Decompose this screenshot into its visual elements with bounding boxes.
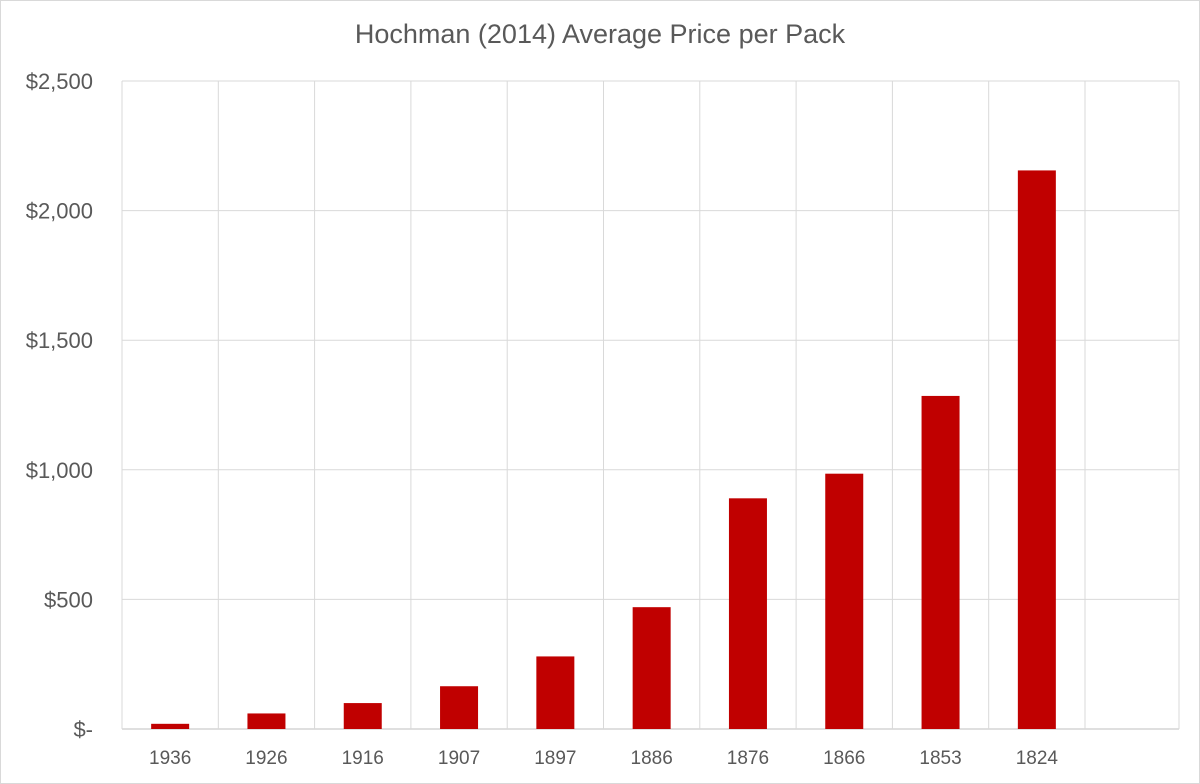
x-tick-label: 1886 xyxy=(631,748,673,769)
x-tick-label: 1916 xyxy=(342,748,384,769)
bar-1866 xyxy=(825,473,864,729)
bar-1936 xyxy=(151,723,190,729)
x-tick-label: 1876 xyxy=(727,748,769,769)
y-axis-ticks: $- $500 $1,000 $1,500 $2,000 $2,500 xyxy=(26,69,93,742)
x-axis-ticks: 1936 1926 1916 1907 1897 1886 1876 1866 1853 1824 xyxy=(149,748,1058,769)
y-tick-label: $2,000 xyxy=(26,199,93,224)
bar-1907 xyxy=(440,686,479,729)
x-tick-label: 1936 xyxy=(149,748,191,769)
bar-1853 xyxy=(921,395,960,729)
grid-lines xyxy=(121,80,1180,730)
bar-1824 xyxy=(1017,170,1056,729)
x-tick-label: 1907 xyxy=(438,748,480,769)
x-tick-label: 1897 xyxy=(534,748,576,769)
y-tick-label: $1,500 xyxy=(26,328,93,353)
x-tick-label: 1866 xyxy=(823,748,865,769)
bar-1897 xyxy=(536,656,575,729)
y-tick-label: $- xyxy=(73,717,93,742)
bar-1926 xyxy=(247,713,286,729)
bar-1886 xyxy=(632,607,671,729)
y-tick-label: $1,000 xyxy=(26,458,93,483)
bar-1876 xyxy=(728,498,767,729)
x-tick-label: 1926 xyxy=(245,748,287,769)
bar-1916 xyxy=(343,703,382,729)
x-tick-label: 1853 xyxy=(919,748,961,769)
bars xyxy=(151,170,1056,729)
y-tick-label: $500 xyxy=(44,587,93,612)
y-tick-label: $2,500 xyxy=(26,69,93,94)
x-tick-label: 1824 xyxy=(1016,748,1059,769)
chart-title: Hochman (2014) Average Price per Pack xyxy=(354,19,846,49)
